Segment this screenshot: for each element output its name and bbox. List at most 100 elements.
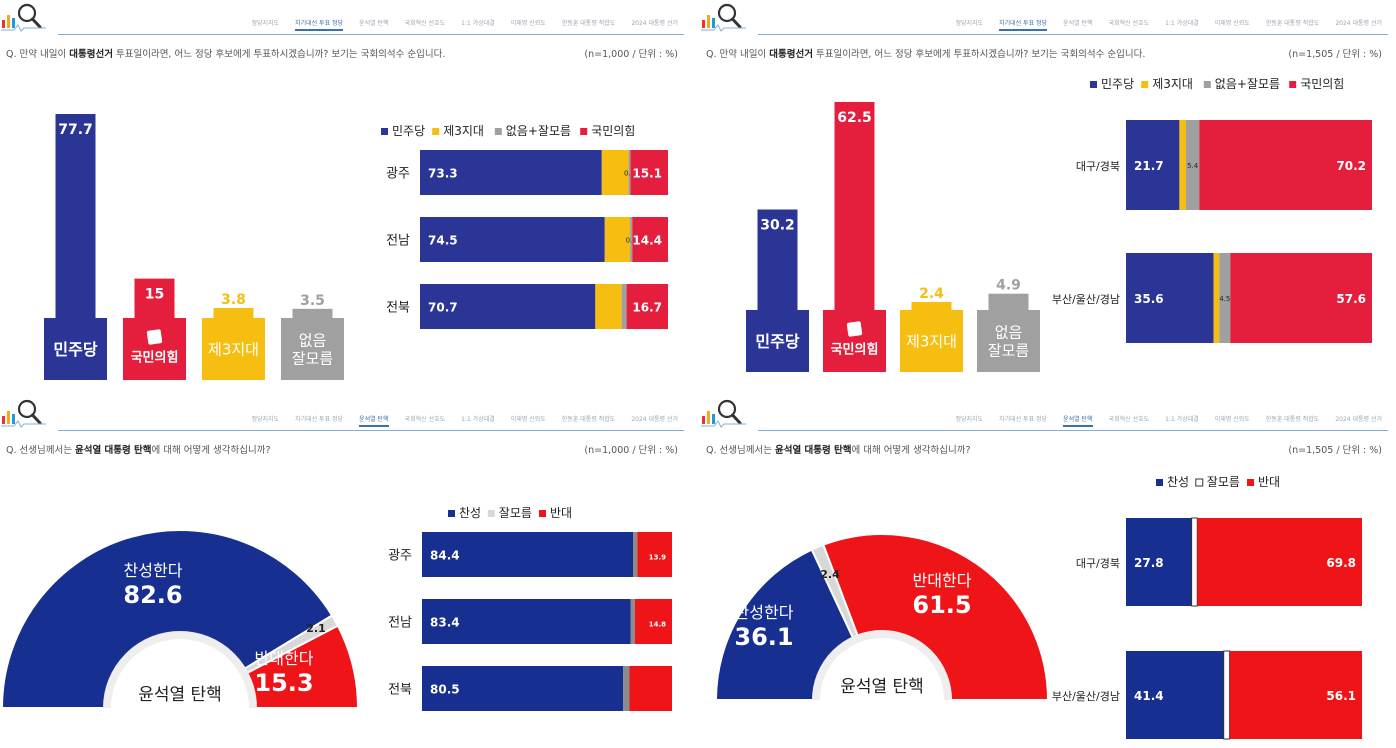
legend-swatch [432,128,440,135]
segment-value-label: 0.9 [626,237,637,245]
logo-line [1,24,46,32]
nav-tab[interactable]: 정당지지도 [251,416,280,423]
logo-lens [717,399,737,419]
stacked-segment [630,150,668,195]
stacked-segment [628,150,631,195]
party-logo-icon [146,329,163,345]
nav-tab[interactable]: 정당지지도 [251,20,280,27]
legend-label: 찬성 [1167,474,1189,489]
question-suffix: 투표일이라면, 어느 정당 후보에게 투표하시겠습니까? 보기는 국회의석수 순… [112,49,446,60]
magnifier-logo-icon [1,3,46,32]
nav-tab[interactable]: 이재명 신뢰도 [510,20,546,27]
segment-value-label: 14.4 [632,234,662,248]
nav-tab[interactable]: 한동훈 대통령 적합도 [561,416,616,423]
column-value-label: 77.7 [58,122,93,138]
legend-label: 잘모름 [499,506,532,520]
question-suffix: 투표일이라면, 어느 정당 후보에게 투표하시겠습니까? 보기는 국회의석수 순… [812,49,1146,60]
nav-tab[interactable]: 국회혁신 선호도 [1108,416,1150,423]
segment-value-label: 70.2 [1336,159,1366,173]
logo-bar [702,416,705,424]
legend-label: 찬성 [459,505,481,520]
nav-tab[interactable]: 국회혁신 선호도 [404,416,446,423]
segment-value-label: 13.9 [649,554,666,562]
sample-note: (n=1,505 / 단위 : %) [1288,445,1382,456]
legend-swatch [1090,81,1097,88]
question-text: Q. 만약 내일이 대통령선거 투표일이라면, 어느 정당 후보에게 투표하시겠… [706,46,1145,60]
legend-swatch [381,128,388,135]
nav-tab[interactable]: 국회혁신 선호도 [404,20,446,27]
nav-tab[interactable]: 차기대선 투표 정당 [999,18,1048,31]
nav-tab[interactable]: 2024 대통령 선거 [1335,416,1382,423]
question-bold: 윤석열 대통령 탄핵 [774,445,852,456]
column-bar [55,114,96,318]
logo-bar [7,15,10,28]
segment-value-label: 5.4 [1187,162,1199,170]
nav-tab[interactable]: 윤석열 탄핵 [359,414,389,427]
nav-tab[interactable]: 1:1 가상대결 [1165,416,1199,423]
segment-value-label: 56.1 [1326,689,1356,703]
slice-value-label: 61.5 [912,591,971,619]
party-label: 민주당 [755,332,799,351]
legend-swatch [1195,478,1204,487]
legend-swatch [487,510,495,517]
legend-swatch [1203,81,1211,88]
logo-bar [702,20,705,28]
region-label: 대구/경북 [1076,160,1120,173]
nav-tab[interactable]: 차기대선 투표 정당 [295,18,344,31]
region-label: 전남 [386,234,410,249]
logo-bar [712,414,715,424]
stacked-segment [1197,518,1362,606]
stacked-segment [633,532,638,577]
slice-value-label: 2.4 [820,568,840,581]
logo-bar [712,18,715,28]
top-nav: 정당지지도 차기대선 투표 정당 윤석열 탄핵 국회혁신 선호도 1:1 가상대결 이재명… [251,18,678,31]
nav-tab[interactable]: 이재명 신뢰도 [1214,20,1250,27]
legend-swatch [494,128,502,135]
header-rule [758,430,1388,431]
question-suffix: 에 대해 어떻게 생각하십니까? [151,445,271,456]
nav-tab[interactable]: 1:1 가상대결 [461,416,495,423]
slice-name-label: 반대한다 [913,571,972,590]
legend-label: 국민의힘 [591,124,635,138]
party-label: 제3지대 [208,340,259,358]
segment-value-label: 27.8 [1134,556,1164,570]
legend-swatch [448,510,455,517]
legend-label: 없음+잘모름 [1215,77,1280,91]
nav-tab[interactable]: 이재명 신뢰도 [1214,416,1250,423]
nav-tab[interactable]: 한동훈 대통령 적합도 [1265,416,1320,423]
nav-tab[interactable]: 2024 대통령 선거 [1335,20,1382,27]
logo-handle [31,17,42,29]
nav-tab[interactable]: 정당지지도 [955,20,984,27]
slice-value-label: 15.3 [254,669,313,697]
column-bar [911,302,952,310]
legend-swatch [1156,479,1163,486]
nav-tab[interactable]: 정당지지도 [955,416,984,423]
nav-tab[interactable]: 2024 대통령 선거 [631,20,678,27]
nav-tab[interactable]: 윤석열 탄핵 [1063,414,1093,427]
slice-value-label: 2.1 [306,622,326,635]
nav-tab[interactable]: 1:1 가상대결 [461,20,495,27]
question-prefix: Q. 선생님께서는 [706,445,775,456]
stacked-segment [629,666,672,711]
stacked-segment [1213,253,1220,343]
question-suffix: 에 대해 어떻게 생각하십니까? [851,445,971,456]
nav-tab[interactable]: 윤석열 탄핵 [359,20,389,27]
nav-tab[interactable]: 차기대선 투표 정당 [999,416,1048,423]
nav-tab[interactable]: 2024 대통령 선거 [631,416,678,423]
party-label: 없음 [995,323,1023,341]
logo-bar [12,18,15,28]
party-label-box [823,310,886,372]
nav-tab[interactable]: 한동훈 대통령 적합도 [1265,20,1320,27]
slice-name-label: 반대한다 [255,649,314,668]
nav-tab[interactable]: 윤석열 탄핵 [1063,20,1093,27]
nav-tab[interactable]: 1:1 가상대결 [1165,20,1199,27]
nav-tab[interactable]: 이재명 신뢰도 [510,416,546,423]
nav-tab[interactable]: 한동훈 대통령 적합도 [561,20,616,27]
nav-tab[interactable]: 국회혁신 선호도 [1108,20,1150,27]
segment-value-label: 74.5 [428,234,458,248]
segment-value-label: 4.5 [1219,295,1230,303]
nav-tab[interactable]: 차기대선 투표 정당 [295,416,344,423]
panel-impeach-yeongnam: 정당지지도 차기대선 투표 정당 윤석열 탄핵 국회혁신 선호도 1:1 가상대결 이재명… [700,396,1396,748]
magnifier-logo-icon [1,399,46,428]
